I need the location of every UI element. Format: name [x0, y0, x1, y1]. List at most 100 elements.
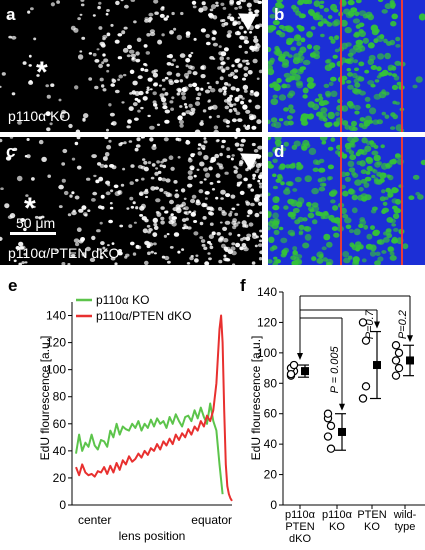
nucleus — [197, 143, 202, 147]
nucleus — [130, 164, 135, 168]
nucleus — [169, 199, 174, 205]
nucleus — [364, 96, 371, 102]
nucleus — [121, 30, 126, 35]
nucleus — [208, 115, 212, 119]
nucleus — [200, 28, 206, 33]
nucleus — [232, 263, 236, 265]
nucleus — [220, 2, 225, 6]
nucleus — [253, 149, 259, 153]
p-value-label: P = 0.005 — [329, 345, 341, 393]
y-tick-label: 20 — [53, 471, 67, 485]
nucleus — [280, 181, 285, 186]
nucleus — [0, 236, 3, 241]
nucleus — [208, 211, 213, 216]
legend-e: p110α KO p110α/PTEN dKO — [76, 293, 191, 323]
nucleus — [164, 76, 169, 80]
data-point — [391, 341, 401, 350]
nucleus — [96, 48, 100, 51]
nucleus — [166, 71, 173, 76]
nucleus — [126, 125, 131, 129]
nucleus — [277, 175, 284, 181]
nucleus — [295, 10, 302, 16]
nucleus — [145, 90, 149, 94]
y-tick-label: 0 — [59, 498, 66, 512]
nucleus — [268, 25, 273, 30]
mean-marker — [406, 356, 414, 365]
nucleus — [251, 142, 256, 147]
nucleus — [154, 186, 160, 190]
nucleus — [218, 88, 223, 93]
nucleus — [320, 33, 325, 38]
nucleus — [240, 237, 244, 242]
nucleus — [220, 68, 226, 72]
nucleus — [194, 129, 201, 132]
nucleus — [192, 82, 198, 88]
nucleus — [33, 37, 37, 41]
y-tick-label: 40 — [264, 437, 278, 451]
genotype-label-a: p110α KO — [8, 108, 70, 124]
nucleus — [272, 6, 280, 14]
nucleus — [225, 246, 231, 251]
nucleus — [27, 10, 31, 14]
nucleus — [130, 53, 136, 58]
nucleus — [318, 167, 326, 173]
nucleus — [157, 39, 163, 45]
nucleus — [219, 152, 223, 157]
nucleus — [1, 72, 6, 76]
nucleus — [302, 0, 310, 5]
nucleus — [291, 260, 299, 265]
nucleus — [289, 232, 296, 237]
mean-marker — [338, 427, 346, 436]
nucleus — [81, 36, 86, 40]
nucleus — [387, 72, 393, 76]
nucleus — [222, 92, 227, 96]
nucleus — [349, 229, 354, 234]
nucleus — [179, 53, 186, 58]
nucleus — [12, 147, 18, 151]
nucleus — [240, 100, 245, 105]
nucleus — [382, 207, 389, 213]
nucleus — [132, 201, 136, 205]
arrow-icon — [297, 353, 303, 361]
nucleus — [192, 71, 198, 76]
nucleus — [273, 229, 280, 235]
nucleus — [252, 173, 256, 178]
nucleus — [251, 261, 256, 265]
nucleus — [286, 115, 293, 120]
nucleus — [102, 88, 107, 92]
nucleus — [36, 74, 40, 77]
data-point — [326, 421, 336, 431]
nucleus — [361, 137, 368, 144]
nucleus — [218, 206, 223, 211]
nucleus — [258, 23, 262, 28]
nucleus — [352, 18, 360, 24]
nucleus — [282, 51, 290, 57]
nucleus — [209, 160, 214, 163]
nucleus — [141, 177, 145, 181]
nucleus — [177, 250, 181, 254]
nucleus — [209, 222, 214, 226]
nucleus — [333, 8, 339, 13]
nucleus — [147, 77, 153, 82]
y-tick-label: 120 — [46, 336, 66, 350]
nucleus — [184, 211, 190, 216]
nucleus — [106, 63, 110, 67]
mean-marker — [301, 367, 309, 376]
nucleus — [207, 240, 211, 244]
nucleus — [327, 164, 334, 170]
nucleus — [237, 21, 241, 25]
nucleus — [395, 198, 401, 205]
nucleus — [344, 217, 352, 224]
nucleus — [187, 70, 192, 75]
nucleus — [375, 251, 381, 256]
nucleus — [239, 246, 244, 251]
nucleus — [234, 58, 240, 64]
nucleus — [79, 50, 83, 53]
nucleus — [8, 16, 12, 19]
nucleus — [220, 19, 224, 23]
nucleus — [367, 58, 375, 66]
nucleus — [229, 210, 233, 214]
nucleus — [82, 117, 86, 120]
nucleus — [140, 137, 144, 139]
